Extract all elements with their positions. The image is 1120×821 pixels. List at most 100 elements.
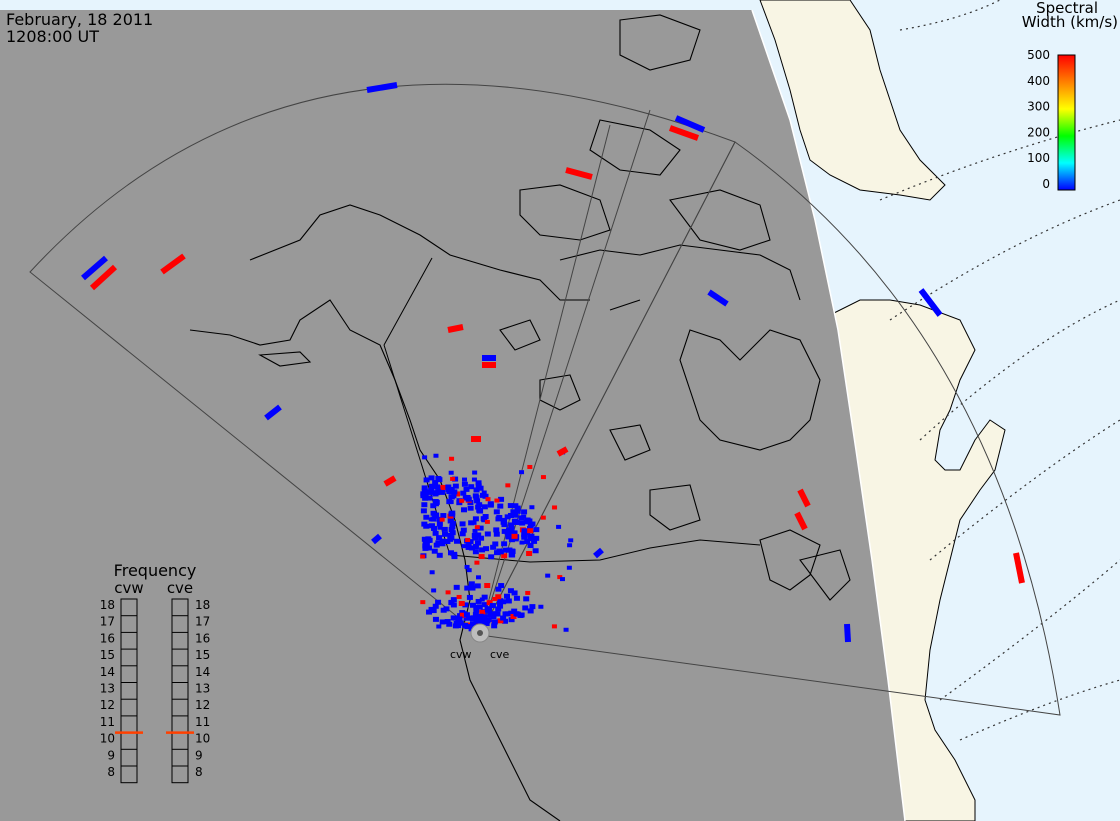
echo-cell: [466, 594, 473, 600]
day-land-north: [759, 0, 946, 201]
echo-cell: [476, 507, 483, 513]
echo-cell: [468, 520, 475, 526]
echo-cell: [426, 489, 433, 495]
echo-cell: [508, 522, 515, 528]
echo-cell: [468, 484, 475, 490]
echo-cell: [477, 525, 484, 531]
echo-cell: [497, 503, 504, 509]
echo-cell: [478, 554, 485, 560]
echo-cell: [445, 487, 452, 493]
frequency-tick-label: 9: [107, 748, 115, 762]
echo-cell: [435, 599, 442, 605]
echo-cell: [432, 603, 439, 609]
echo-cell: [485, 617, 492, 623]
echo-cell: [432, 616, 439, 622]
echo-cell: [464, 585, 471, 591]
echo-cell: [428, 475, 435, 481]
echo-cell: [475, 598, 482, 604]
echo-cell: [456, 616, 463, 622]
colorbar-gradient: [1057, 54, 1076, 191]
frequency-column-cve: [171, 598, 189, 784]
echo-cell: [448, 486, 455, 492]
echo-cell: [493, 527, 500, 533]
echo-cell: [566, 565, 572, 570]
time-label: 1208:00 UT: [6, 27, 99, 46]
echo-cell: [478, 535, 485, 541]
echo-cell: [479, 597, 485, 602]
echo-streak: [371, 533, 382, 545]
echo-cell: [501, 541, 508, 547]
echo-cell: [463, 486, 470, 492]
echo-cell: [465, 542, 472, 548]
echo-streak: [844, 623, 851, 643]
frequency-tick-label: 15: [100, 648, 115, 662]
echo-cell: [495, 606, 502, 612]
echo-cell: [421, 521, 428, 527]
echo-cell: [481, 594, 488, 600]
echo-cell: [474, 525, 480, 530]
echo-streak: [366, 82, 398, 93]
echo-cell: [540, 475, 546, 480]
frequency-column-cvw: [120, 598, 138, 784]
frequency-tick-label: 16: [195, 631, 210, 645]
echo-cell: [462, 622, 469, 628]
echo-cell: [486, 607, 493, 613]
colorbar-tick-label: 300: [1027, 100, 1050, 114]
echo-cell: [473, 607, 480, 613]
echo-cell: [472, 516, 479, 522]
frequency-tick-label: 11: [195, 715, 210, 729]
colorbar-title-line2: Width (km/s): [1022, 13, 1118, 31]
echo-cell: [448, 526, 455, 532]
echo-cell: [468, 581, 475, 587]
echo-cell: [551, 624, 557, 629]
echo-cell: [426, 609, 433, 615]
echo-cell: [428, 517, 434, 522]
echo-streak: [565, 167, 593, 180]
echo-cell: [495, 594, 502, 600]
echo-cell: [497, 603, 504, 609]
echo-cell: [492, 541, 499, 547]
frequency-cvw-label: cvw: [114, 579, 143, 597]
frequency-tick-label: 8: [195, 765, 203, 779]
echo-streak: [447, 324, 464, 333]
echo-cell: [512, 503, 519, 509]
echo-cell: [439, 619, 446, 625]
echo-cell: [432, 530, 439, 536]
echo-cell: [508, 537, 515, 543]
echo-streak: [668, 125, 700, 141]
echo-cell: [420, 493, 427, 499]
echo-cell: [440, 513, 447, 519]
echo-cell: [518, 612, 525, 618]
echo-cell: [449, 456, 455, 461]
radar-label-cvw: cvw: [450, 648, 472, 661]
echo-cell: [493, 509, 500, 515]
echo-cell: [502, 618, 509, 624]
echo-cell: [423, 514, 430, 520]
echo-cell: [448, 600, 455, 606]
echo-cell: [466, 568, 472, 573]
radar-label-cve: cve: [490, 648, 510, 661]
echo-cell: [448, 511, 455, 517]
echo-cell: [445, 484, 452, 490]
echo-cell: [444, 619, 451, 625]
echo-cell: [491, 619, 498, 625]
echo-cell: [473, 544, 479, 549]
colorbar-tick-label: 100: [1027, 151, 1050, 165]
echo-cell: [476, 620, 483, 626]
echo-cell: [521, 509, 528, 515]
echo-cell: [448, 470, 454, 475]
echo-cell: [447, 532, 454, 538]
echo-cell: [458, 600, 465, 606]
echo-cell: [472, 549, 479, 555]
echo-cell: [435, 489, 442, 495]
frequency-tick-label: 14: [100, 665, 115, 679]
echo-cell: [432, 499, 439, 505]
echo-cell: [463, 615, 470, 621]
echo-cell: [426, 495, 433, 501]
echo-cell: [460, 527, 467, 533]
echo-cell: [513, 595, 520, 601]
echo-cell: [479, 492, 486, 498]
echo-cell: [514, 508, 521, 514]
echo-cell: [470, 621, 477, 627]
